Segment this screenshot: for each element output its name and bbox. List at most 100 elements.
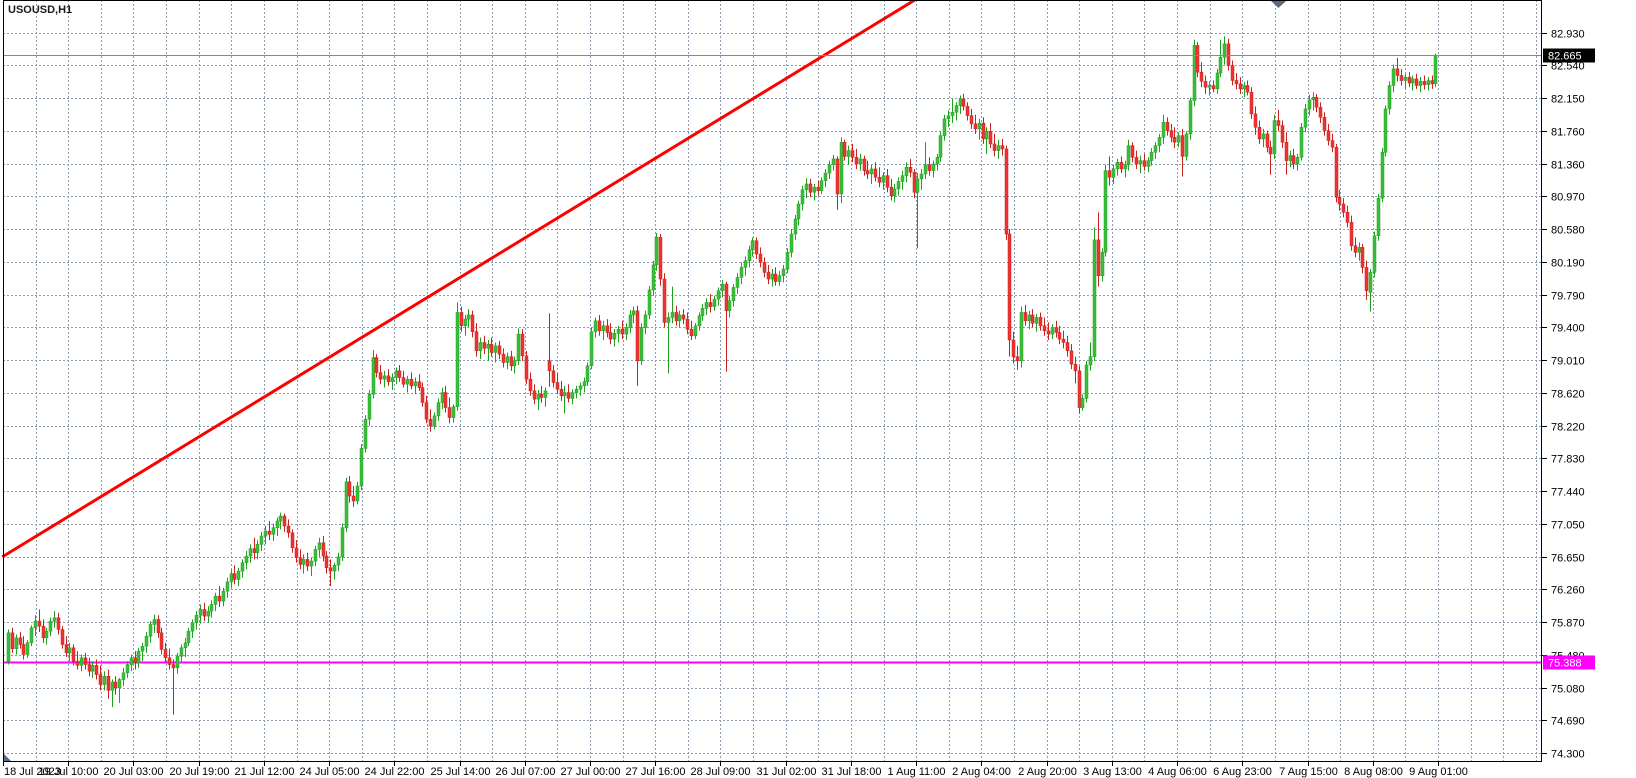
candle-body [363, 418, 368, 449]
candle [1077, 365, 1082, 414]
candle-body [865, 170, 870, 175]
candle-body [812, 187, 817, 193]
candle [1195, 42, 1200, 78]
candle-body [255, 544, 260, 553]
candle [1422, 75, 1427, 90]
candle-body [1291, 155, 1296, 165]
candle-body [1050, 327, 1055, 335]
candle-body [1222, 43, 1227, 58]
candle-body [321, 542, 326, 557]
candle-body [973, 123, 978, 130]
candle-body [731, 287, 736, 302]
candle [1403, 73, 1408, 89]
candle-body [854, 157, 859, 165]
candle [969, 108, 974, 129]
candle [831, 154, 836, 171]
candle [1015, 345, 1020, 371]
candle-body [1146, 160, 1151, 167]
candle-body [1337, 197, 1342, 205]
candle-body [1322, 116, 1327, 131]
candle [1019, 306, 1024, 368]
candle-body [1391, 68, 1396, 86]
candle-body [1046, 330, 1051, 335]
candle [942, 114, 947, 141]
candle-body [831, 158, 836, 166]
candle [33, 615, 38, 637]
candle [892, 183, 897, 203]
candle [1387, 81, 1392, 115]
candle-body [52, 617, 57, 622]
candle [804, 178, 809, 199]
candle [401, 370, 406, 388]
candle-body [835, 158, 840, 195]
candle-body [1314, 96, 1319, 108]
candle [321, 536, 326, 562]
candle-body [1207, 85, 1212, 88]
candle-body [336, 556, 341, 566]
candle-body [432, 415, 437, 427]
candles [6, 36, 1438, 715]
candle [271, 523, 276, 542]
candle-body [447, 407, 452, 418]
time-axis-label: 26 Jul 07:00 [496, 766, 556, 778]
candle-body [440, 392, 445, 403]
price-axis-label: 77.440 [1551, 487, 1585, 499]
candle [1395, 57, 1400, 82]
candle [1054, 320, 1059, 338]
candle-body [1103, 170, 1108, 253]
candle-body [1242, 85, 1247, 90]
chart-shift-marker-icon[interactable] [1271, 1, 1286, 8]
candle-body [750, 240, 755, 251]
candle-body [240, 562, 245, 572]
candle-body [516, 333, 521, 362]
candle-body [536, 393, 541, 400]
candle [800, 185, 805, 211]
candle [148, 621, 153, 643]
candle-body [597, 320, 602, 332]
candle [466, 309, 471, 328]
candle [931, 160, 936, 178]
candle [551, 365, 556, 388]
candle-body [328, 567, 333, 572]
candle [639, 323, 644, 366]
candle-body [206, 610, 211, 617]
candle-body [850, 150, 855, 158]
candle-body [823, 172, 828, 181]
candle-body [374, 357, 379, 373]
candle-body [1418, 81, 1423, 86]
candle-body [221, 590, 226, 602]
candle-body [1253, 113, 1258, 128]
candle-body [1265, 133, 1270, 148]
candle [885, 168, 890, 193]
candle [1046, 322, 1051, 340]
candle [1126, 139, 1131, 171]
candle [420, 382, 425, 407]
candle-body [1054, 327, 1059, 333]
candle-body [497, 345, 502, 355]
candle [1188, 98, 1193, 140]
candle-body [1257, 126, 1262, 140]
candle-body [881, 175, 886, 183]
candle [654, 233, 659, 271]
candle-body [1000, 145, 1005, 150]
candle-body [1015, 356, 1020, 362]
trendline[interactable] [1, 0, 917, 559]
candle-body [689, 328, 694, 337]
candle [194, 611, 199, 630]
candle-body [60, 629, 65, 645]
candle-body [340, 527, 345, 558]
candle [48, 617, 53, 637]
candle [1161, 114, 1166, 144]
candle [808, 178, 813, 198]
candle [862, 155, 867, 176]
candle-body [520, 333, 525, 357]
candle [52, 611, 57, 628]
candle [25, 640, 30, 658]
candle [1368, 269, 1373, 312]
candle [1192, 39, 1197, 107]
candle-body [1100, 252, 1105, 276]
time-axis-label: 9 Aug 01:00 [1409, 766, 1468, 778]
candle-body [1345, 212, 1350, 223]
